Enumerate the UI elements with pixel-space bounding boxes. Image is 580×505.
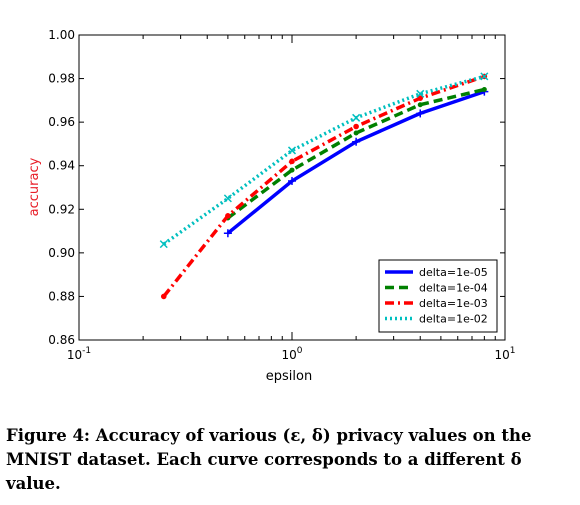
y-tick-label: 0.88: [48, 289, 75, 303]
data-point: [223, 194, 232, 203]
y-axis-ticks: 0.86 0.88 0.90 0.92 0.94 0.96 0.98 1.00: [48, 28, 505, 347]
legend-label: delta=1e-02: [419, 313, 488, 326]
y-tick-label: 0.96: [48, 115, 75, 129]
data-point: [417, 102, 423, 108]
data-point: [159, 240, 168, 249]
series-line: [226, 89, 485, 235]
data-point: [353, 130, 359, 136]
y-tick-label: 0.92: [48, 202, 75, 216]
y-tick-label: 0.86: [48, 333, 75, 347]
y-tick-label: 0.94: [48, 159, 75, 173]
data-point: [417, 95, 424, 101]
data-point: [480, 72, 489, 81]
data-point: [352, 113, 361, 122]
caption-label: Figure 4:: [6, 426, 91, 445]
legend-label: delta=1e-03: [419, 297, 488, 310]
accuracy-chart: 0.86 0.88 0.90 0.92 0.94 0.96 0.98 1.00 10-1 100…: [27, 28, 516, 384]
legend-label: delta=1e-04: [419, 282, 488, 295]
data-point: [160, 293, 167, 300]
y-tick-label: 0.98: [48, 72, 75, 86]
x-tick-label: 10-1: [67, 346, 91, 362]
y-tick-label: 0.90: [48, 246, 75, 260]
data-point: [223, 229, 232, 238]
x-axis-ticks: 10-1 100 101: [67, 35, 516, 362]
series-line: [226, 87, 485, 220]
data-point: [289, 167, 295, 173]
data-point: [225, 213, 231, 219]
legend-label: delta=1e-05: [419, 266, 488, 279]
legend-entry: delta=1e-03: [385, 297, 488, 310]
legend-entry: delta=1e-05: [385, 266, 488, 279]
data-point: [353, 123, 359, 130]
caption-text: Accuracy of various (ε, δ) privacy value…: [6, 426, 532, 493]
series-line: [162, 74, 485, 246]
data-point: [352, 137, 361, 146]
series-delta=1e-05: [223, 87, 489, 238]
series-delta=1e-02: [159, 72, 489, 249]
data-point: [289, 158, 295, 165]
legend: delta=1e-05 delta=1e-04 delta=1e-03 delta=1…: [378, 259, 498, 333]
legend-entry: delta=1e-04: [385, 282, 488, 295]
y-tick-label: 1.00: [48, 28, 75, 42]
data-point: [416, 109, 425, 118]
y-axis-label: accuracy: [27, 157, 42, 216]
x-axis-label: epsilon: [266, 369, 312, 384]
data-point: [288, 176, 296, 185]
data-point: [416, 89, 425, 98]
x-tick-label: 101: [494, 346, 515, 362]
series-delta=1e-04: [225, 86, 487, 221]
data-point: [287, 146, 297, 155]
legend-entry: delta=1e-02: [385, 313, 488, 326]
x-tick-label: 100: [281, 346, 302, 362]
data-point: [481, 86, 487, 92]
series-line: [162, 74, 485, 298]
figure-caption: Figure 4: Accuracy of various (ε, δ) pri…: [6, 424, 574, 496]
